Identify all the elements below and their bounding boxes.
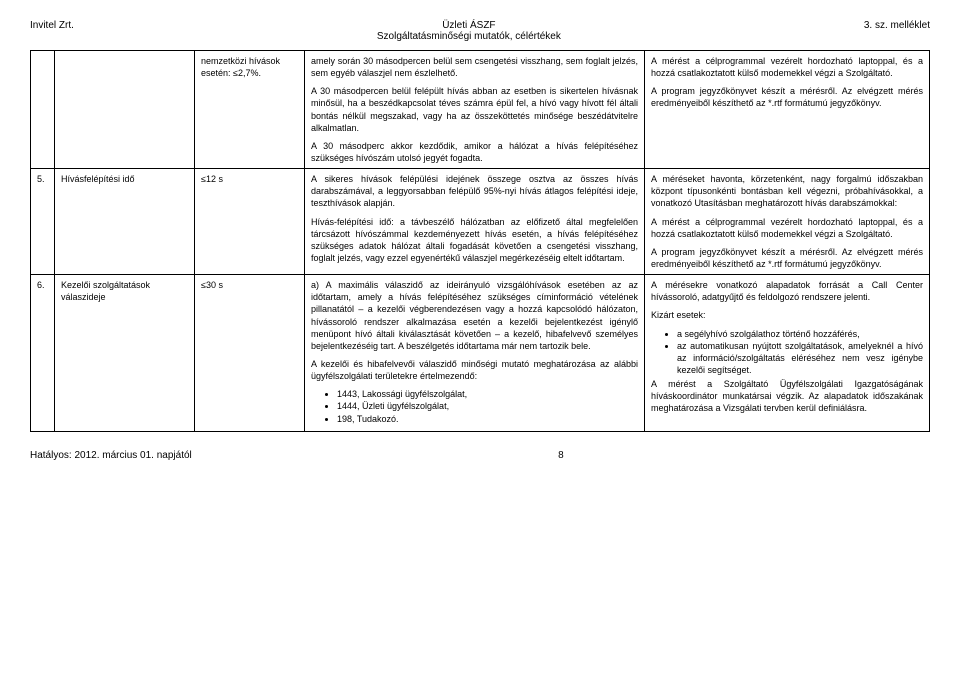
footer-center: 8 <box>558 450 564 461</box>
note-text: A program jegyzőkönyvet készít a mérésrő… <box>651 85 923 109</box>
desc-bullets: 1443, Lakossági ügyfélszolgálat, 1444, Ü… <box>311 388 638 424</box>
cell-num: 6. <box>31 275 55 432</box>
desc-text: A 30 másodpercen belül felépült hívás ab… <box>311 85 638 134</box>
cell-val: ≤30 s <box>195 275 305 432</box>
cell-note: A mérést a célprogrammal vezérelt hordoz… <box>645 51 930 169</box>
list-item: a segélyhívó szolgálathoz történő hozzáf… <box>677 328 923 340</box>
list-item: 1444, Üzleti ügyfélszolgálat, <box>337 400 638 412</box>
cell-val: nemzetközi hívások esetén: ≤2,7%. <box>195 51 305 169</box>
cell-desc: amely során 30 másodpercen belül sem cse… <box>305 51 645 169</box>
cell-note: A méréseket havonta, körzetenként, nagy … <box>645 169 930 275</box>
list-item: 198, Tudakozó. <box>337 413 638 425</box>
cell-num <box>31 51 55 169</box>
main-table: nemzetközi hívások esetén: ≤2,7%. amely … <box>30 50 930 432</box>
desc-text: A sikeres hívások felépülési idejének ös… <box>311 173 638 209</box>
cell-num: 5. <box>31 169 55 275</box>
list-item: az automatikusan nyújtott szolgáltatások… <box>677 340 923 376</box>
page-footer: Hatályos: 2012. március 01. napjától 8 <box>30 450 930 461</box>
cell-note: A mérésekre vonatkozó alapadatok forrásá… <box>645 275 930 432</box>
note-text: A méréseket havonta, körzetenként, nagy … <box>651 173 923 209</box>
header-right: 3. sz. melléklet <box>864 20 930 42</box>
note-text: A program jegyzőkönyvet készít a mérésrő… <box>651 246 923 270</box>
cell-name <box>55 51 195 169</box>
header-left: Invitel Zrt. <box>30 20 74 42</box>
page-header: Invitel Zrt. Üzleti ÁSZF Szolgáltatásmin… <box>30 20 930 42</box>
note-text: A mérést a Szolgáltató Ügyfélszolgálati … <box>651 378 923 414</box>
table-row: 6. Kezelői szolgáltatások válaszideje ≤3… <box>31 275 930 432</box>
table-row: nemzetközi hívások esetén: ≤2,7%. amely … <box>31 51 930 169</box>
header-title2: Szolgáltatásminőségi mutatók, célértékek <box>377 31 561 42</box>
table-row: 5. Hívásfelépítési idő ≤12 s A sikeres h… <box>31 169 930 275</box>
desc-text: A 30 másodperc akkor kezdődik, amikor a … <box>311 140 638 164</box>
cell-val: ≤12 s <box>195 169 305 275</box>
cell-desc: a) A maximális válaszidő az ideirányuló … <box>305 275 645 432</box>
cell-name: Kezelői szolgáltatások válaszideje <box>55 275 195 432</box>
note-text: A mérést a célprogrammal vezérelt hordoz… <box>651 55 923 79</box>
desc-text: amely során 30 másodpercen belül sem cse… <box>311 55 638 79</box>
header-title1: Üzleti ÁSZF <box>377 20 561 31</box>
desc-text: A kezelői és hibafelvevői válaszidő minő… <box>311 358 638 382</box>
desc-text: a) A maximális válaszidő az ideirányuló … <box>311 279 638 352</box>
note-bullets: a segélyhívó szolgálathoz történő hozzáf… <box>651 328 923 377</box>
list-item: 1443, Lakossági ügyfélszolgálat, <box>337 388 638 400</box>
note-text: A mérést a célprogrammal vezérelt hordoz… <box>651 216 923 240</box>
note-text: Kizárt esetek: <box>651 309 923 321</box>
desc-text: Hívás-felépítési idő: a távbeszélő hálóz… <box>311 216 638 265</box>
cell-name: Hívásfelépítési idő <box>55 169 195 275</box>
note-text: A mérésekre vonatkozó alapadatok forrásá… <box>651 279 923 303</box>
header-center: Üzleti ÁSZF Szolgáltatásminőségi mutatók… <box>377 20 561 42</box>
footer-left: Hatályos: 2012. március 01. napjától <box>30 450 192 461</box>
cell-desc: A sikeres hívások felépülési idejének ös… <box>305 169 645 275</box>
